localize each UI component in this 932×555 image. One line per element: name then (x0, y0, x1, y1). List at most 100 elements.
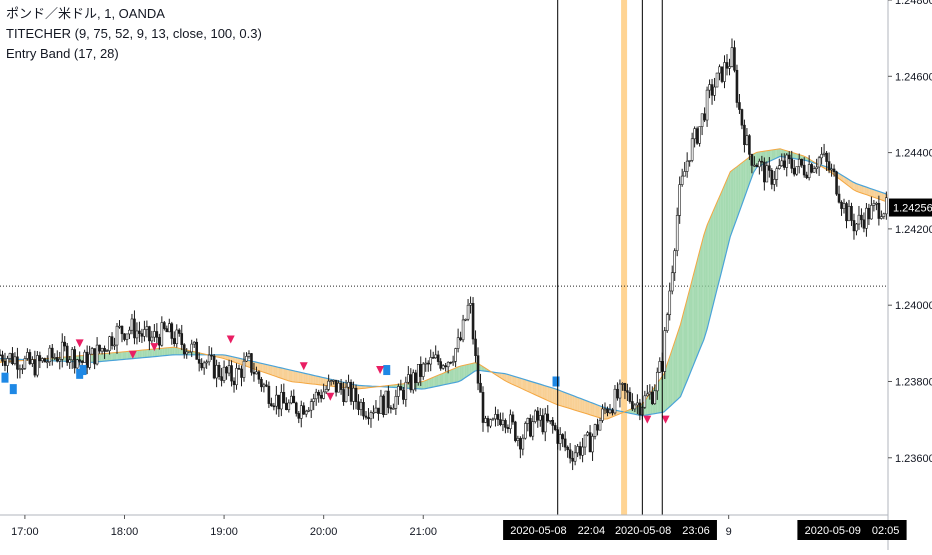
band-segment (461, 365, 463, 380)
band-segment (571, 395, 573, 410)
band-segment (573, 395, 575, 409)
candle-body (771, 170, 773, 184)
band-segment (715, 202, 717, 296)
candle-body (385, 391, 387, 415)
candle-body (480, 383, 482, 392)
band-segment (299, 372, 301, 383)
band-segment (699, 248, 701, 352)
candle-body (285, 403, 287, 410)
indicator-entry-band-label[interactable]: Entry Band (17, 28) (6, 44, 262, 64)
candle-body (639, 403, 641, 415)
candle-body (724, 62, 726, 81)
candle-body (161, 323, 163, 346)
candle-body (333, 380, 335, 381)
candle-body (275, 395, 277, 406)
band-segment (120, 352, 122, 360)
candle-body (793, 168, 795, 174)
band-segment (719, 195, 721, 283)
band-segment (710, 214, 712, 316)
band-segment (101, 354, 103, 362)
candle-body (509, 415, 511, 429)
candle-body (193, 342, 195, 344)
candle-body (44, 359, 46, 362)
candle-body (746, 136, 748, 145)
band-segment (161, 348, 163, 356)
band-segment (529, 381, 531, 393)
candle-body (716, 73, 718, 87)
sell-signal-marker (326, 393, 334, 401)
candle-body (684, 171, 686, 176)
buy-signal-marker (383, 365, 390, 375)
band-segment (689, 286, 691, 376)
candle-body (345, 387, 347, 402)
candle-body (365, 416, 367, 417)
candle-body (153, 331, 155, 337)
symbol-title[interactable]: ポンド／米ドル, 1, OANDA (6, 4, 262, 24)
candle-body (265, 385, 267, 386)
band-segment (518, 377, 520, 387)
candle-body (355, 388, 357, 402)
candle-body (813, 169, 815, 173)
band-segment (266, 364, 268, 373)
band-segment (264, 364, 266, 373)
candle-body (499, 420, 501, 425)
candle-body (592, 436, 594, 452)
band-segment (138, 350, 140, 358)
candle-body (656, 372, 658, 391)
candle-body (109, 337, 111, 351)
candle-body (231, 366, 233, 381)
band-segment (271, 365, 273, 375)
candle-body (676, 215, 678, 250)
candle-body (733, 48, 735, 71)
band-segment (269, 365, 271, 375)
candle-body (362, 402, 364, 416)
candle-body (467, 305, 469, 319)
candle-body (768, 166, 770, 171)
candle-body (482, 392, 484, 422)
indicator-titecher-label[interactable]: TITECHER (9, 75, 52, 9, 13, close, 100, … (6, 24, 262, 44)
candle-body (54, 357, 56, 358)
candle-body (816, 167, 818, 169)
candle-body (841, 202, 843, 208)
band-segment (136, 351, 138, 359)
band-segment (579, 398, 581, 412)
candle-body (34, 360, 36, 375)
candle-body (372, 412, 374, 413)
band-segment (541, 385, 543, 399)
candle-body (250, 354, 252, 373)
band-segment (284, 369, 286, 380)
band-segment (158, 349, 160, 357)
candle-body (651, 392, 653, 404)
band-segment (277, 367, 279, 377)
band-segment (533, 382, 535, 394)
band-segment (287, 369, 289, 381)
band-segment (257, 362, 259, 370)
y-tick-label: 1.23600 (895, 453, 932, 465)
band-segment (690, 280, 692, 373)
candle-body (455, 349, 457, 362)
candle-body (138, 331, 140, 334)
candle-body (776, 169, 778, 180)
legend: ポンド／米ドル, 1, OANDA TITECHER (9, 75, 52, 9… (6, 4, 262, 64)
candle-body (293, 396, 295, 403)
band-segment (468, 364, 470, 376)
band-segment (858, 184, 860, 192)
band-segment (860, 185, 862, 193)
band-segment (428, 379, 430, 388)
candle-body (101, 348, 103, 351)
band-segment (744, 160, 746, 200)
candle-body (502, 420, 504, 424)
band-segment (694, 267, 696, 364)
band-segment (866, 187, 868, 195)
candle-body (666, 315, 668, 331)
candle-body (833, 169, 835, 172)
band-segment (777, 149, 779, 158)
candle-body (263, 385, 265, 387)
band-segment (569, 394, 571, 409)
band-segment (440, 374, 442, 386)
candle-body (671, 273, 673, 291)
band-segment (300, 372, 302, 382)
candle-body (236, 368, 238, 384)
